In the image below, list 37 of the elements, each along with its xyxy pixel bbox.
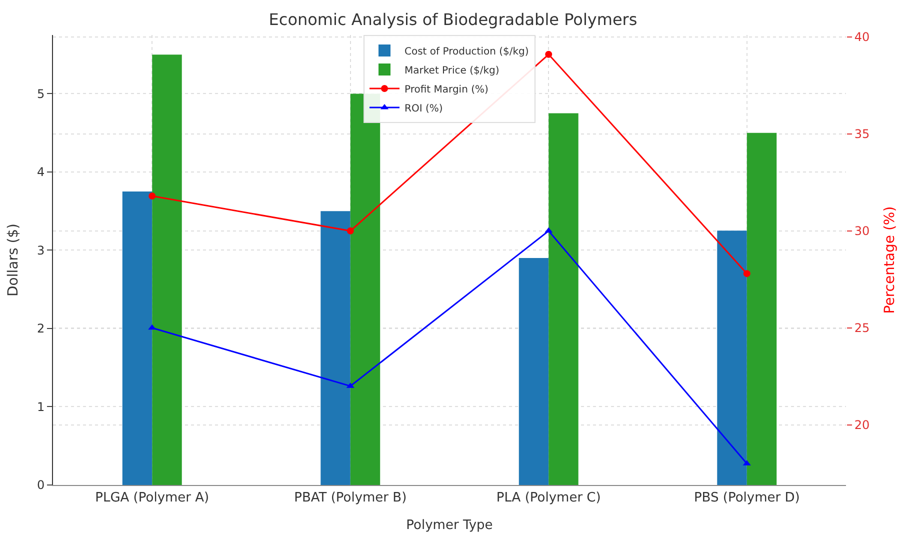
y2-tick-label: 40 [854, 30, 870, 44]
bar [717, 230, 747, 485]
y-tick-label: 0 [36, 478, 45, 492]
point [545, 50, 552, 58]
y-axis-title: Dollars ($) [6, 223, 22, 297]
legend-label: Market Price ($/kg) [404, 65, 500, 76]
chart-title: Economic Analysis of Biodegradable Polymers [268, 10, 638, 29]
bar [152, 54, 182, 485]
y2-tick-label: 20 [854, 418, 870, 432]
x-axis-title: Polymer Type [406, 518, 493, 534]
point [743, 270, 750, 278]
y2-tick-label: 30 [854, 224, 870, 238]
y-tick-label: 3 [36, 243, 45, 258]
point [148, 324, 156, 330]
x-tick-label: PBAT (Polymer B) [294, 490, 407, 506]
y2-tick-label: 25 [854, 321, 870, 336]
legend-label: Profit Margin (%) [404, 84, 488, 96]
point [346, 227, 354, 234]
y-tick-label: 2 [36, 322, 45, 336]
point [148, 192, 156, 200]
y2-tick-label: 35 [854, 127, 870, 142]
x-tick-label: PBS (Polymer D) [694, 490, 800, 506]
x-tick-label: PLA (Polymer C) [496, 490, 601, 506]
y2-axis-title: Percentage (%) [882, 206, 898, 314]
bar [518, 258, 549, 485]
y-tick-label: 1 [36, 400, 45, 414]
legend-label: Cost of Production ($/kg) [404, 46, 529, 58]
bar [320, 211, 350, 485]
bar [548, 113, 578, 485]
y-tick-label: 5 [36, 86, 45, 101]
bar [122, 192, 152, 485]
bar [350, 94, 380, 485]
x-tick-label: PLGA (Polymer A) [95, 490, 210, 506]
y-tick-label: 4 [36, 165, 45, 180]
bar [746, 132, 777, 485]
point [544, 227, 553, 233]
legend-label: ROI (%) [404, 103, 443, 114]
